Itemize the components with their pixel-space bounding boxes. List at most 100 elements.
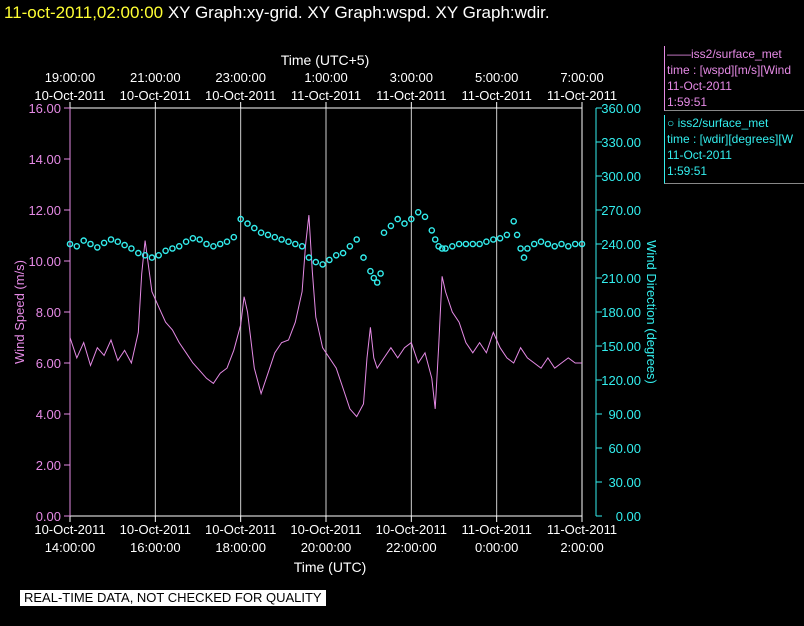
wind-direction-point xyxy=(455,240,463,248)
top-tick-date: 10-Oct-2011 xyxy=(120,88,191,103)
wind-direction-point xyxy=(558,240,565,248)
wind-direction-point xyxy=(182,238,190,245)
wind-direction-point xyxy=(332,251,340,259)
wind-direction-point xyxy=(353,236,361,243)
top-tick-time: 3:00:00 xyxy=(390,70,433,85)
wind-direction-point xyxy=(476,240,483,248)
y-right-tick-label: 270.00 xyxy=(601,203,641,218)
wind-direction-point xyxy=(319,261,326,268)
legend-wdir[interactable]: ○ iss2/surface_met time : [wdir][degrees… xyxy=(664,115,804,184)
y-left-tick-label: 6.00 xyxy=(36,356,61,371)
wind-direction-point xyxy=(448,242,456,250)
wind-direction-point xyxy=(141,251,149,259)
y-left-tick-label: 12.00 xyxy=(28,203,61,218)
legend-wspd-line4: 1:59:51 xyxy=(667,95,708,109)
y-left-tick-label: 8.00 xyxy=(36,305,61,320)
y-right-tick-label: 240.00 xyxy=(601,237,641,252)
legend-wspd-line2: time : [wspd][m/s][Wind xyxy=(667,63,792,77)
wind-direction-point xyxy=(223,238,231,245)
wind-direction-point xyxy=(134,249,142,257)
wind-direction-point xyxy=(544,240,552,248)
legend-wspd-line1: ——iss2/surface_met xyxy=(667,47,782,61)
wind-direction-point xyxy=(237,215,244,223)
wind-direction-point xyxy=(305,254,313,261)
wind-direction-point xyxy=(175,242,183,250)
wind-direction-point xyxy=(578,240,586,248)
wind-direction-point xyxy=(257,229,265,236)
wind-direction-point xyxy=(483,238,490,245)
wind-direction-point xyxy=(216,240,224,248)
wind-direction-point xyxy=(312,258,320,266)
wind-direction-point xyxy=(360,254,367,261)
wind-direction-point xyxy=(537,238,545,245)
y-right-axis-label: Wind Direction (degrees) xyxy=(644,240,659,384)
wind-direction-point xyxy=(155,251,162,259)
legend-wspd[interactable]: ——iss2/surface_met time : [wspd][m/s][Wi… xyxy=(664,46,804,111)
bottom-tick-time: 16:00:00 xyxy=(130,540,181,555)
top-tick-time: 23:00:00 xyxy=(215,70,266,85)
wind-direction-point xyxy=(203,240,210,248)
wind-direction-point xyxy=(503,231,511,239)
wind-direction-point xyxy=(421,213,429,221)
wind-direction-point xyxy=(442,245,449,252)
bottom-tick-date: 10-Oct-2011 xyxy=(120,522,191,537)
y-right-tick-label: 360.00 xyxy=(601,101,641,116)
wind-direction-point xyxy=(128,245,135,252)
wind-direction-point xyxy=(414,208,422,216)
wind-direction-point xyxy=(66,240,74,248)
wind-direction-point xyxy=(510,217,518,225)
bottom-tick-date: 10-Oct-2011 xyxy=(376,522,447,537)
top-tick-time: 21:00:00 xyxy=(130,70,181,85)
wind-direction-point xyxy=(278,236,285,243)
y-left-tick-label: 14.00 xyxy=(28,152,61,167)
wind-direction-point xyxy=(469,240,477,248)
bottom-tick-time: 22:00:00 xyxy=(386,540,437,555)
y-left-tick-label: 4.00 xyxy=(36,407,61,422)
wind-direction-point xyxy=(394,215,402,223)
legend-wdir-line3: 11-Oct-2011 xyxy=(667,148,732,162)
top-axis-label: Time (UTC+5) xyxy=(281,52,370,68)
bottom-tick-date: 10-Oct-2011 xyxy=(205,522,276,537)
y-right-tick-label: 300.00 xyxy=(601,169,641,184)
y-left-tick-label: 2.00 xyxy=(36,458,61,473)
y-right-tick-label: 210.00 xyxy=(601,271,641,286)
wind-direction-point xyxy=(373,279,381,286)
wind-direction-point xyxy=(250,224,258,232)
top-tick-time: 19:00:00 xyxy=(45,70,96,85)
y-right-tick-label: 60.00 xyxy=(608,441,641,456)
wind-direction-point xyxy=(298,242,306,250)
wind-direction-point xyxy=(339,249,347,257)
wind-direction-point xyxy=(100,239,108,247)
wind-direction-point xyxy=(346,242,354,250)
wind-direction-point xyxy=(94,244,101,251)
bottom-tick-date: 11-Oct-2011 xyxy=(547,522,617,537)
bottom-tick-date: 10-Oct-2011 xyxy=(290,522,361,537)
title-timestamp: 11-oct-2011,02:00:00 xyxy=(4,3,164,22)
y-left-tick-label: 10.00 xyxy=(28,254,61,269)
page-title: 11-oct-2011,02:00:00 XY Graph:xy-grid. X… xyxy=(4,3,550,23)
wind-direction-point xyxy=(169,245,176,252)
wind-direction-point xyxy=(244,220,251,227)
wind-direction-point xyxy=(196,236,203,243)
wind-direction-point xyxy=(431,236,439,243)
quality-note: REAL-TIME DATA, NOT CHECKED FOR QUALITY xyxy=(20,590,326,606)
bottom-axis-label: Time (UTC) xyxy=(294,559,367,575)
wind-direction-point xyxy=(162,247,169,255)
top-tick-time: 7:00:00 xyxy=(560,70,603,85)
y-right-tick-label: 180.00 xyxy=(601,305,641,320)
wind-direction-point xyxy=(438,245,446,252)
wind-direction-point xyxy=(87,240,94,248)
legend-wdir-line4: 1:59:51 xyxy=(667,164,708,178)
y-right-tick-label: 30.00 xyxy=(608,475,641,490)
wind-direction-point xyxy=(462,240,470,248)
wind-direction-point xyxy=(530,240,538,248)
legend-wspd-line3: 11-Oct-2011 xyxy=(667,79,732,93)
wind-direction-point xyxy=(496,234,504,242)
wind-direction-point xyxy=(551,242,559,250)
wind-direction-point xyxy=(121,241,128,249)
y-right-tick-label: 120.00 xyxy=(601,373,641,388)
wind-direction-point xyxy=(380,229,388,236)
wind-direction-point xyxy=(571,240,579,248)
